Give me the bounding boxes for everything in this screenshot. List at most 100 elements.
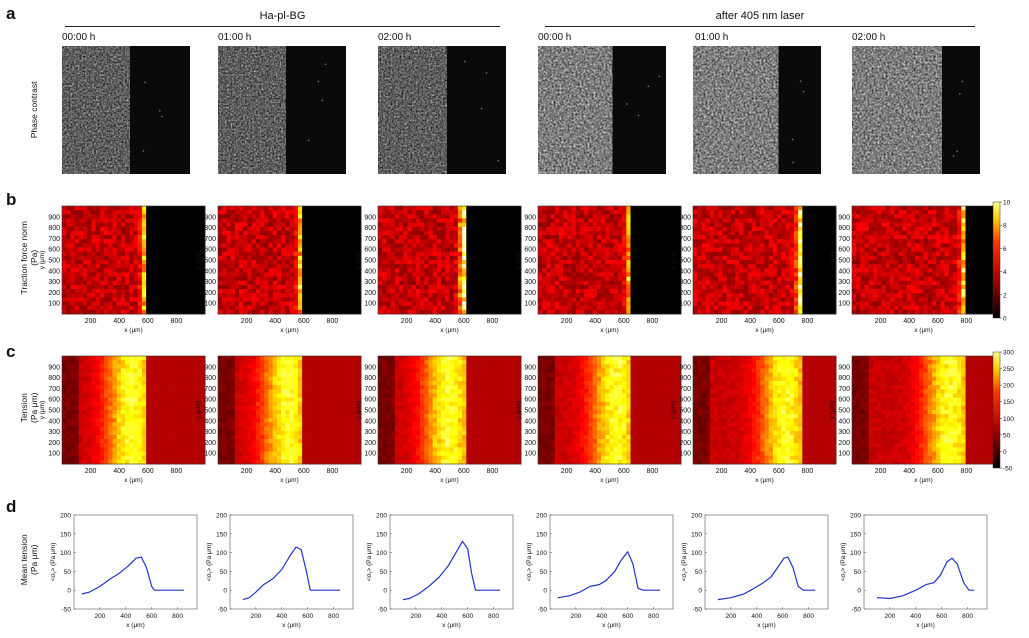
heat-cell	[902, 243, 908, 248]
heat-cell	[394, 309, 400, 315]
heat-cell	[860, 206, 866, 211]
heat-cell	[483, 243, 488, 248]
heat-cell	[827, 280, 833, 286]
heat-cell	[285, 251, 290, 257]
heat-cell	[860, 235, 866, 240]
heat-cell	[906, 239, 912, 244]
heat-cell	[919, 239, 924, 244]
heat-cell	[441, 297, 446, 302]
heat-cell	[864, 272, 870, 278]
heat-cell	[222, 260, 227, 265]
heat-cell	[504, 247, 509, 253]
heat-cell	[99, 247, 105, 253]
phase-image-6	[852, 46, 980, 174]
heat-cell	[659, 268, 665, 273]
heat-cell	[701, 293, 707, 298]
heat-cell	[196, 264, 202, 269]
heat-cell	[693, 255, 698, 261]
heat-cell	[407, 297, 413, 302]
heat-cell	[664, 268, 669, 273]
heat-cell	[726, 226, 732, 232]
heat-cell	[793, 218, 799, 224]
heat-cell	[466, 293, 471, 298]
heat-cell	[730, 280, 736, 286]
heat-cell	[255, 230, 261, 236]
heat-cell	[339, 230, 345, 236]
heat-cell	[474, 301, 480, 307]
heat-cell	[251, 309, 257, 315]
heat-cell	[806, 260, 812, 265]
heat-cell	[243, 214, 248, 219]
heat-cell	[293, 297, 299, 302]
heat-cell	[399, 235, 404, 240]
heat-cell	[538, 230, 543, 236]
heat-cell	[609, 264, 615, 269]
heat-cell	[183, 272, 189, 278]
heat-cell	[104, 297, 109, 302]
heat-cell	[407, 210, 413, 215]
heat-cell	[499, 235, 505, 240]
heat-cell	[272, 210, 278, 215]
heat-cell	[588, 239, 594, 244]
heat-cell	[630, 251, 636, 257]
heat-cell	[314, 297, 320, 302]
heat-cell	[584, 276, 589, 282]
heat-cell	[906, 206, 912, 211]
heat-cell	[714, 260, 719, 265]
heat-cell	[630, 264, 636, 269]
heat-cell	[630, 289, 636, 294]
heat-cell	[638, 276, 644, 282]
heat-cell	[378, 235, 383, 240]
heat-cell	[83, 222, 88, 228]
heat-cell	[659, 260, 665, 265]
heat-cell	[785, 293, 791, 298]
heat-cell	[83, 272, 88, 278]
heat-cell	[95, 297, 101, 302]
heat-cell	[743, 284, 749, 290]
heat-cell	[293, 276, 299, 282]
heat-cell	[516, 305, 522, 311]
heat-cell	[760, 235, 765, 240]
heat-cell	[403, 276, 408, 282]
heat-cell	[91, 239, 97, 244]
heat-cell	[137, 226, 143, 232]
heat-cell	[154, 293, 160, 298]
heat-cell	[760, 214, 765, 219]
heat-cell	[146, 293, 151, 298]
heat-cell	[120, 247, 126, 253]
heat-cell	[403, 264, 408, 269]
heat-cell	[457, 297, 463, 302]
heat-cell	[196, 301, 202, 307]
heat-cell	[251, 255, 257, 261]
heat-cell	[457, 260, 463, 265]
heat-cell	[239, 218, 244, 224]
heat-cell	[605, 293, 610, 298]
heat-cell	[183, 280, 189, 286]
heat-cell	[902, 284, 908, 290]
heat-cell	[183, 268, 189, 273]
heat-cell	[889, 272, 895, 278]
heat-cell	[508, 218, 513, 224]
heat-cell	[104, 251, 109, 257]
heat-cell	[777, 276, 782, 282]
heat-cell	[141, 218, 147, 224]
heat-cell	[382, 214, 387, 219]
heat-cell	[129, 222, 134, 228]
heat-cell	[605, 272, 610, 278]
heat-cell	[676, 235, 682, 240]
heat-cell	[550, 280, 556, 286]
heat-cell	[856, 280, 861, 286]
heat-cell	[655, 305, 661, 311]
heat-cell	[146, 226, 151, 232]
heat-cell	[327, 210, 332, 215]
heat-cell	[743, 206, 749, 211]
heat-cell	[499, 214, 505, 219]
heat-cell	[179, 226, 185, 232]
heat-cell	[789, 247, 795, 253]
heat-cell	[705, 255, 711, 261]
debris-dot	[317, 80, 320, 83]
heat-cell	[289, 214, 295, 219]
heat-cell	[108, 276, 113, 282]
heat-cell	[137, 284, 143, 290]
heat-cell	[856, 255, 861, 261]
